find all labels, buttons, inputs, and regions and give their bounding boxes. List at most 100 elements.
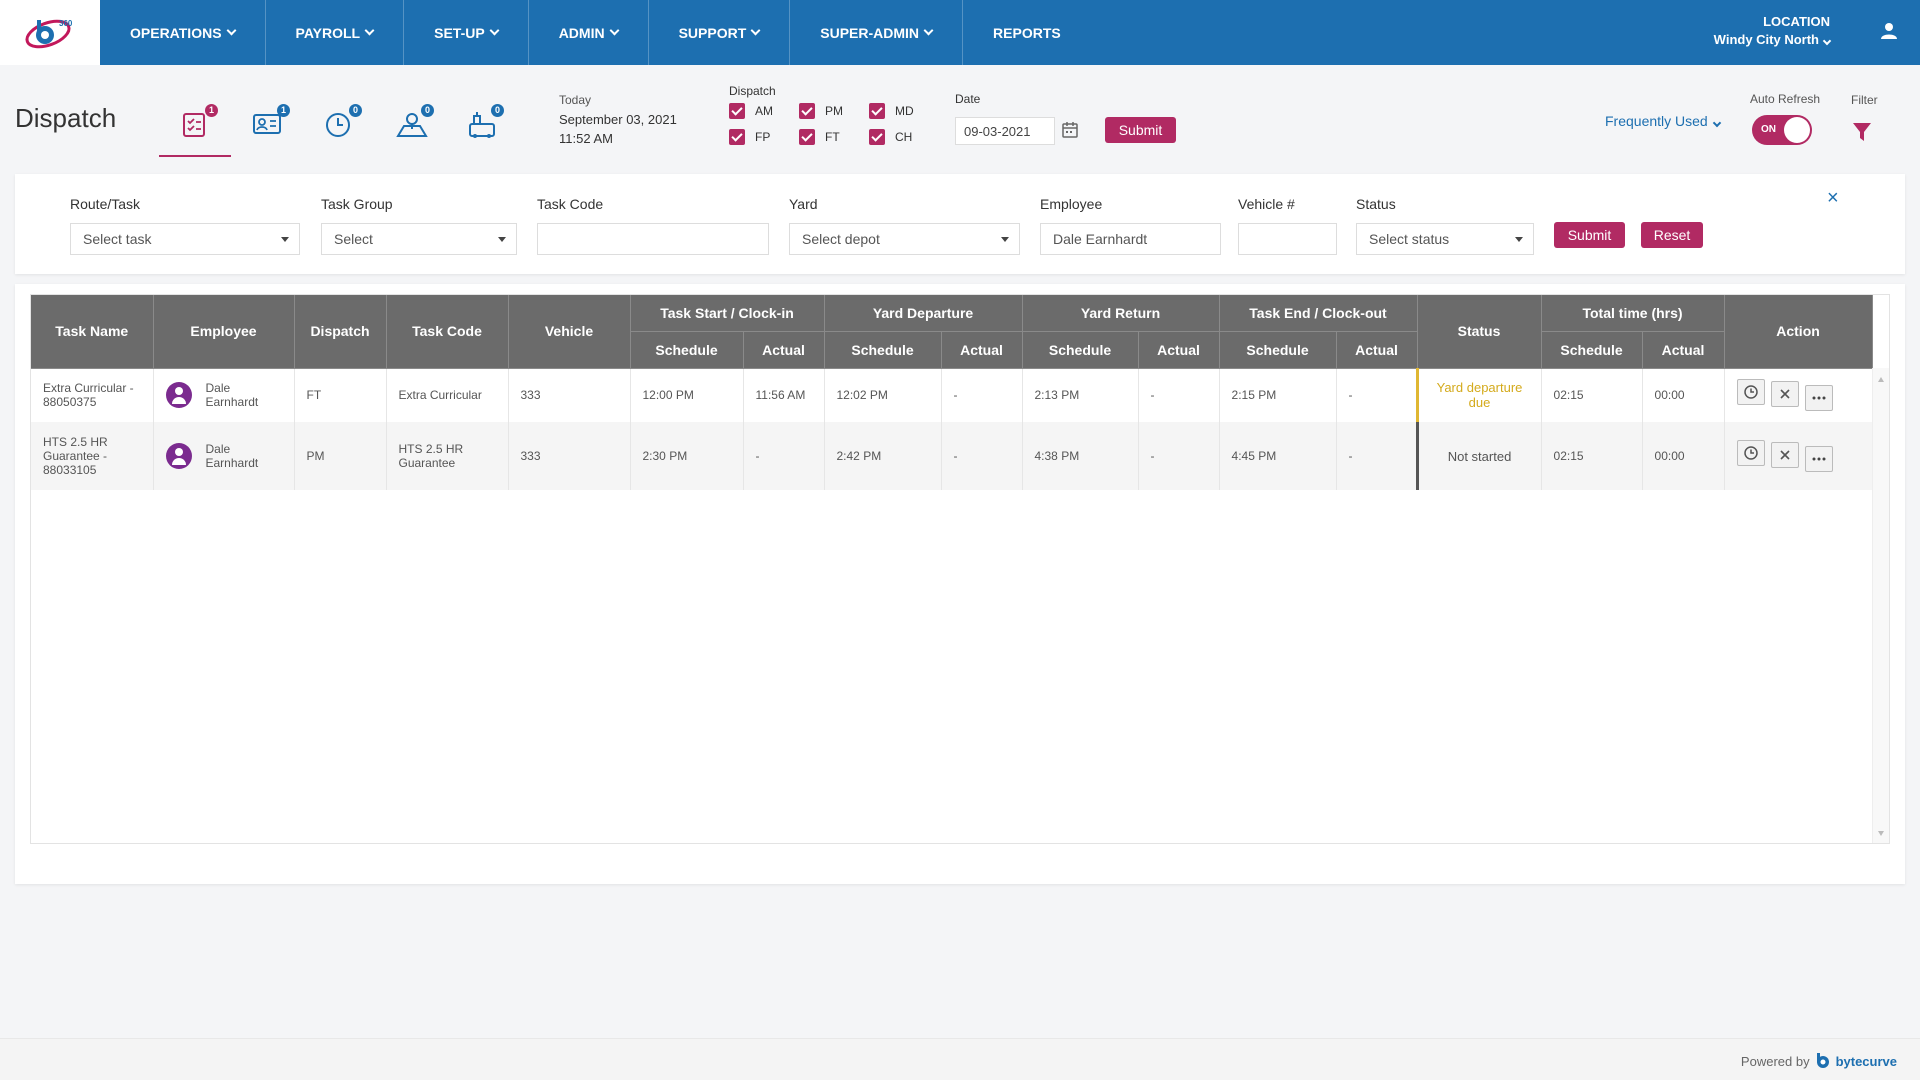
history-button[interactable] <box>1736 440 1765 466</box>
dispatch-check-ft[interactable]: FT <box>799 129 840 145</box>
header-vehicle[interactable]: Vehicle <box>508 295 631 369</box>
task-group-select[interactable]: Select <box>321 223 517 255</box>
task-list-icon <box>183 113 205 137</box>
table-row[interactable]: HTS 2.5 HR Guarantee - 88033105 Dale Ear… <box>31 422 1873 490</box>
nav-setup[interactable]: SET-UP <box>404 0 529 65</box>
clock-badge: 0 <box>349 104 362 117</box>
brand-name[interactable]: bytecurve <box>1835 1053 1897 1069</box>
dispatch-check-am[interactable]: AM <box>729 103 773 119</box>
yard-select[interactable]: Select depot <box>789 223 1020 255</box>
cell-employee: Dale Earnhardt <box>153 368 295 422</box>
active-tab-indicator <box>159 155 231 157</box>
bytecurve-logo-icon <box>1816 1053 1829 1068</box>
dispatch-check-md[interactable]: MD <box>869 103 914 119</box>
table-row[interactable]: Extra Curricular - 88050375 Dale Earnhar… <box>31 368 1873 422</box>
vertical-scrollbar[interactable] <box>1872 368 1889 843</box>
employee-input[interactable]: Dale Earnhardt <box>1040 223 1221 255</box>
checkbox-checked-icon <box>729 129 745 145</box>
cell-end-actual: - <box>1336 422 1418 490</box>
user-icon[interactable] <box>1880 22 1898 40</box>
header-depart-actual[interactable]: Actual <box>941 331 1023 369</box>
cell-dispatch: PM <box>294 422 387 490</box>
header-total-actual[interactable]: Actual <box>1642 331 1725 369</box>
driver-card-tab[interactable]: 1 <box>250 104 290 146</box>
cell-return-actual: - <box>1138 422 1220 490</box>
nav-operations[interactable]: OPERATIONS <box>100 0 266 65</box>
filter-icon[interactable] <box>1852 121 1872 143</box>
header-start-actual[interactable]: Actual <box>743 331 825 369</box>
cell-total-schedule: 02:15 <box>1541 422 1643 490</box>
task-list-tab[interactable]: 1 <box>178 104 218 146</box>
nav-super-admin[interactable]: SUPER-ADMIN <box>790 0 964 65</box>
app-logo[interactable]: 360 <box>0 0 100 65</box>
header-total-time: Total time (hrs) <box>1541 295 1725 332</box>
cell-end-schedule: 4:45 PM <box>1219 422 1337 490</box>
header-employee[interactable]: Employee <box>153 295 295 369</box>
vehicle-yard-tab[interactable]: 0 <box>464 104 504 146</box>
chevron-down-icon <box>489 25 500 36</box>
chevron-down-icon <box>750 25 761 36</box>
cancel-button[interactable] <box>1770 442 1799 468</box>
calendar-icon[interactable] <box>1061 121 1079 139</box>
header-end-actual[interactable]: Actual <box>1336 331 1418 369</box>
cell-end-actual: - <box>1336 368 1418 422</box>
header-task-name[interactable]: Task Name <box>31 295 154 369</box>
header-total-schedule[interactable]: Schedule <box>1541 331 1643 369</box>
checkbox-checked-icon <box>869 129 885 145</box>
cell-total-schedule: 02:15 <box>1541 368 1643 422</box>
cell-start-schedule: 12:00 PM <box>630 368 744 422</box>
auto-refresh-label: Auto Refresh <box>1750 92 1821 106</box>
header-task-code[interactable]: Task Code <box>386 295 509 369</box>
status-select[interactable]: Select status <box>1356 223 1534 255</box>
location-value: Windy City North <box>1713 32 1819 47</box>
filter-submit-button[interactable]: Submit <box>1554 222 1625 248</box>
nav-payroll[interactable]: PAYROLL <box>266 0 405 65</box>
date-submit-button[interactable]: Submit <box>1105 117 1176 143</box>
header-task-start: Task Start / Clock-in <box>630 295 825 332</box>
route-task-select[interactable]: Select task <box>70 223 300 255</box>
nav-reports[interactable]: REPORTS <box>993 24 1061 41</box>
dispatch-table-card: Task Name Employee Dispatch Task Code Ve… <box>15 284 1905 884</box>
date-input[interactable]: 09-03-2021 <box>955 117 1055 145</box>
header-return-actual[interactable]: Actual <box>1138 331 1220 369</box>
scroll-up-icon[interactable] <box>1878 377 1884 382</box>
more-options-button[interactable] <box>1804 385 1833 412</box>
header-status[interactable]: Status <box>1417 295 1542 369</box>
cell-depart-actual: - <box>941 422 1023 490</box>
more-options-button[interactable] <box>1804 446 1833 472</box>
nav-admin[interactable]: ADMIN <box>529 0 649 65</box>
frequently-used-dropdown[interactable]: Frequently Used <box>1605 113 1721 129</box>
close-filter-icon[interactable]: × <box>1827 187 1839 209</box>
dispatch-check-fp[interactable]: FP <box>729 129 770 145</box>
auto-refresh-toggle[interactable]: ON <box>1752 115 1812 145</box>
dispatch-check-ch[interactable]: CH <box>869 129 912 145</box>
location-selector[interactable]: LOCATION Windy City North <box>1713 14 1832 47</box>
caret-down-icon <box>1001 237 1009 242</box>
nav-support[interactable]: SUPPORT <box>649 0 791 65</box>
table-container: Task Name Employee Dispatch Task Code Ve… <box>30 294 1890 844</box>
dispatch-check-pm[interactable]: PM <box>799 103 843 119</box>
cell-return-actual: - <box>1138 368 1220 422</box>
clock-icon <box>326 113 350 137</box>
vehicle-input[interactable] <box>1238 223 1337 255</box>
header-yard-departure: Yard Departure <box>824 295 1023 332</box>
dispatch-label: Dispatch <box>729 84 776 98</box>
header-return-schedule[interactable]: Schedule <box>1022 331 1139 369</box>
header-depart-schedule[interactable]: Schedule <box>824 331 942 369</box>
task-code-input[interactable] <box>537 223 769 255</box>
cancel-button[interactable] <box>1770 381 1799 408</box>
header-dispatch[interactable]: Dispatch <box>294 295 387 369</box>
clock-tab[interactable]: 0 <box>322 104 362 146</box>
history-button[interactable] <box>1736 379 1765 406</box>
header-end-schedule[interactable]: Schedule <box>1219 331 1337 369</box>
date-label: Date <box>955 92 981 106</box>
cell-total-actual: 00:00 <box>1642 422 1725 490</box>
map-route-tab[interactable]: 0 <box>394 104 434 146</box>
header-start-schedule[interactable]: Schedule <box>630 331 744 369</box>
cell-actions <box>1724 368 1873 422</box>
task-code-field: Task Code <box>537 196 769 255</box>
filter-reset-button[interactable]: Reset <box>1641 222 1703 248</box>
scroll-down-icon[interactable] <box>1878 831 1884 836</box>
cell-depart-schedule: 12:02 PM <box>824 368 942 422</box>
dispatch-table: Task Name Employee Dispatch Task Code Ve… <box>31 295 1873 490</box>
